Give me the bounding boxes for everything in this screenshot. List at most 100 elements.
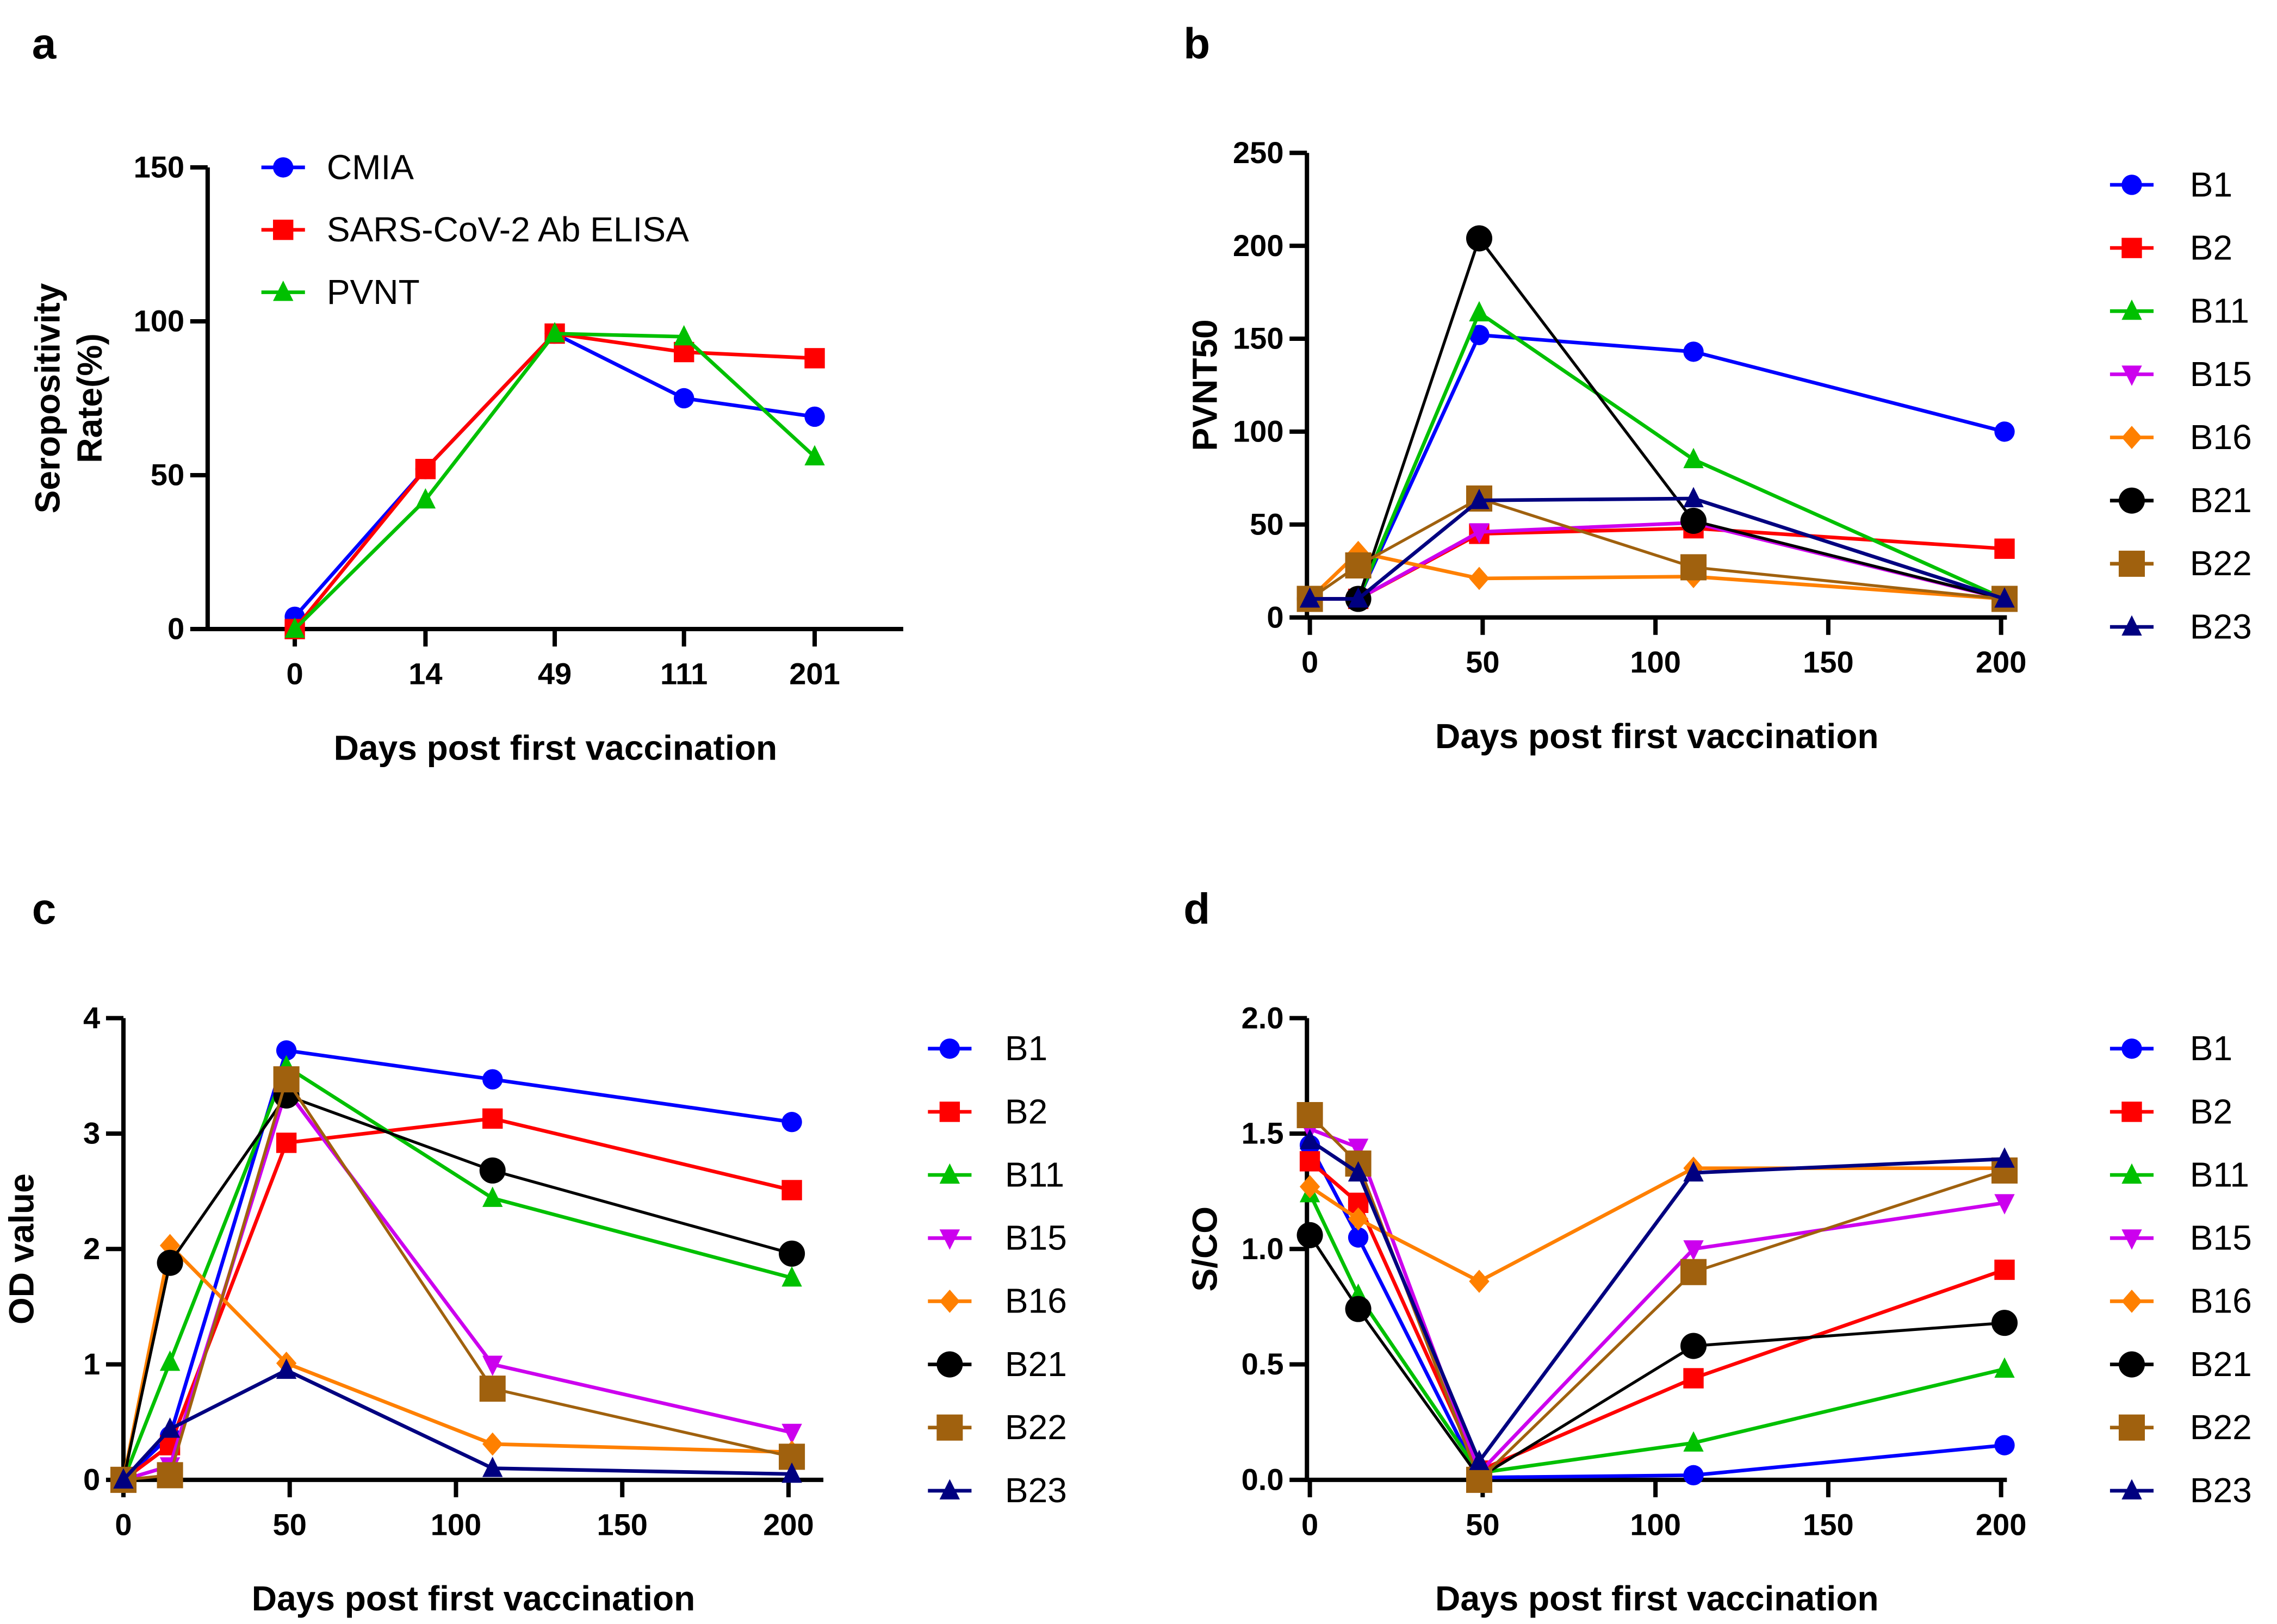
legend-marker (2121, 299, 2142, 320)
panel-a: a 0 50 100 150 0 14 49 111 201 Days post first vac… (28, 19, 903, 767)
series-line (293, 331, 815, 618)
legend-marker (939, 1163, 960, 1184)
legend-marker (2121, 1163, 2142, 1184)
series-b21 (1296, 1222, 2018, 1491)
data-point (1683, 1431, 1704, 1452)
legend-label: B15 (2190, 1218, 2252, 1258)
legend-marker (273, 220, 294, 240)
x-tick-label: 150 (1803, 645, 1854, 679)
legend-marker (2121, 1479, 2142, 1499)
data-point (1683, 1161, 1704, 1182)
x-axis-label: Days post first vaccination (334, 728, 777, 767)
data-point (1991, 1310, 2018, 1336)
data-point (1299, 587, 1320, 608)
x-tick-label: 14 (408, 657, 442, 691)
data-point (1680, 554, 1707, 581)
data-point (1296, 1222, 1323, 1248)
data-point (1299, 1175, 1320, 1198)
data-point (1680, 1259, 1707, 1285)
y-tick-label: 250 (1233, 135, 1284, 170)
x-tick-label: 200 (1976, 645, 2027, 679)
y-tick-label: 2 (83, 1231, 100, 1266)
series-b2 (1299, 1151, 2015, 1481)
series-b23 (113, 1358, 802, 1489)
data-point (1994, 538, 2015, 559)
data-point (1469, 488, 1490, 509)
data-point (1683, 1368, 1704, 1389)
series-line (1308, 1166, 2005, 1284)
x-axis-label: Days post first vaccination (252, 1579, 695, 1618)
legend-label: B22 (2190, 544, 2252, 583)
data-point (804, 406, 825, 427)
panel-d: d 0.0 0.5 1.0 1.5 2.0 0 50 100 150 200 Days post fi… (1183, 884, 2252, 1618)
legend-marker (939, 1102, 960, 1122)
x-tick-label: 0 (286, 657, 303, 691)
x-tick-label: 100 (1630, 645, 1681, 679)
series-b1 (113, 1040, 802, 1490)
data-point (1994, 1147, 2015, 1168)
y-tick-label: 0 (83, 1463, 100, 1497)
legend-marker (2118, 550, 2145, 577)
series-pvnt (284, 322, 825, 638)
legend-label: B21 (1005, 1345, 1067, 1384)
legend-label: B23 (1005, 1471, 1067, 1510)
legend-marker (2118, 1414, 2145, 1441)
y-axis-label: PVNT50 (1186, 319, 1225, 451)
series-cmia (284, 323, 825, 627)
data-point (1348, 587, 1369, 608)
legend-label: B15 (1005, 1218, 1067, 1258)
y-tick-label: 1.0 (1242, 1231, 1284, 1266)
panel-label: d (1183, 884, 1210, 933)
panel-c: c 0 1 2 3 4 0 50 100 150 200 Days post first vaccin… (2, 884, 1066, 1618)
x-tick-label: 0 (115, 1507, 132, 1541)
x-tick-label: 150 (597, 1507, 648, 1541)
series-b16 (1299, 1156, 2015, 1293)
series-line (1308, 550, 2005, 601)
legend-label: B16 (2190, 418, 2252, 457)
legend-label: B11 (2190, 1155, 2249, 1194)
series-line (123, 1075, 792, 1482)
data-point (1466, 225, 1493, 252)
y-tick-label: 3 (83, 1116, 100, 1150)
y-tick-label: 0.0 (1242, 1463, 1284, 1497)
x-axis-label: Days post first vaccination (1435, 1579, 1878, 1618)
legend-marker (273, 281, 294, 301)
data-point (674, 388, 694, 409)
x-tick-label: 50 (273, 1507, 307, 1541)
data-point (1994, 1259, 2015, 1280)
x-tick-label: 0 (1301, 1507, 1318, 1541)
x-tick-label: 100 (1630, 1507, 1681, 1541)
legend-label: B16 (2190, 1281, 2252, 1321)
panel-label: a (32, 19, 57, 68)
x-tick-label: 150 (1803, 1507, 1854, 1541)
legend-label: SARS-CoV-2 Ab ELISA (327, 210, 689, 249)
series-line (1308, 1234, 2005, 1480)
data-point (479, 1376, 506, 1402)
series-line (1309, 1127, 2005, 1477)
y-tick-label: 150 (1233, 321, 1284, 356)
data-point (415, 488, 436, 509)
y-tick-label: 150 (134, 150, 185, 184)
x-tick-label: 201 (789, 657, 840, 691)
legend-label: B1 (2190, 1029, 2232, 1068)
series-line (122, 1048, 792, 1482)
series-line (123, 1086, 792, 1482)
data-point (1683, 1465, 1704, 1486)
data-point (804, 348, 825, 369)
x-tick-label: 0 (1301, 645, 1318, 679)
legend-marker (2118, 487, 2145, 514)
series-line (293, 332, 815, 631)
y-tick-label: 200 (1233, 228, 1284, 263)
x-tick-label: 100 (431, 1507, 482, 1541)
data-point (276, 1040, 297, 1061)
legend-label: B11 (1005, 1155, 1064, 1194)
y-tick-label: 1 (83, 1347, 100, 1381)
legend-marker (939, 1229, 960, 1250)
legend-marker (2121, 1229, 2142, 1250)
data-point (1469, 301, 1490, 322)
data-point (482, 1457, 503, 1477)
data-point (781, 1266, 802, 1287)
legend-label: B2 (2190, 1092, 2232, 1131)
data-point (1296, 1102, 1323, 1129)
data-point (1348, 1227, 1369, 1248)
